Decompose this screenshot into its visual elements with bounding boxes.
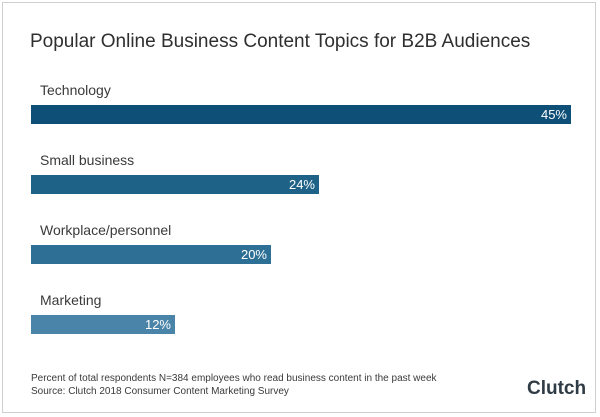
value-label-technology: 45% — [541, 107, 567, 122]
chart-frame — [2, 2, 596, 413]
value-label-workplace-personnel: 20% — [241, 247, 267, 262]
footnote-source: Source: Clutch 2018 Consumer Content Mar… — [31, 386, 289, 397]
chart-title: Popular Online Business Content Topics f… — [30, 31, 531, 52]
category-label-technology: Technology — [40, 82, 111, 98]
category-label-workplace-personnel: Workplace/personnel — [40, 222, 171, 238]
category-label-small-business: Small business — [40, 152, 134, 168]
clutch-logo: Clutch — [527, 378, 586, 400]
value-label-small-business: 24% — [289, 177, 315, 192]
bar-marketing — [31, 315, 175, 334]
logo-text: Clutch — [527, 378, 587, 399]
bar-workplace-personnel — [31, 245, 271, 264]
category-label-marketing: Marketing — [40, 292, 101, 308]
value-label-marketing: 12% — [145, 317, 171, 332]
bar-small-business — [31, 175, 319, 194]
footnote-respondents: Percent of total respondents N=384 emplo… — [31, 373, 437, 384]
bar-technology — [31, 105, 571, 124]
